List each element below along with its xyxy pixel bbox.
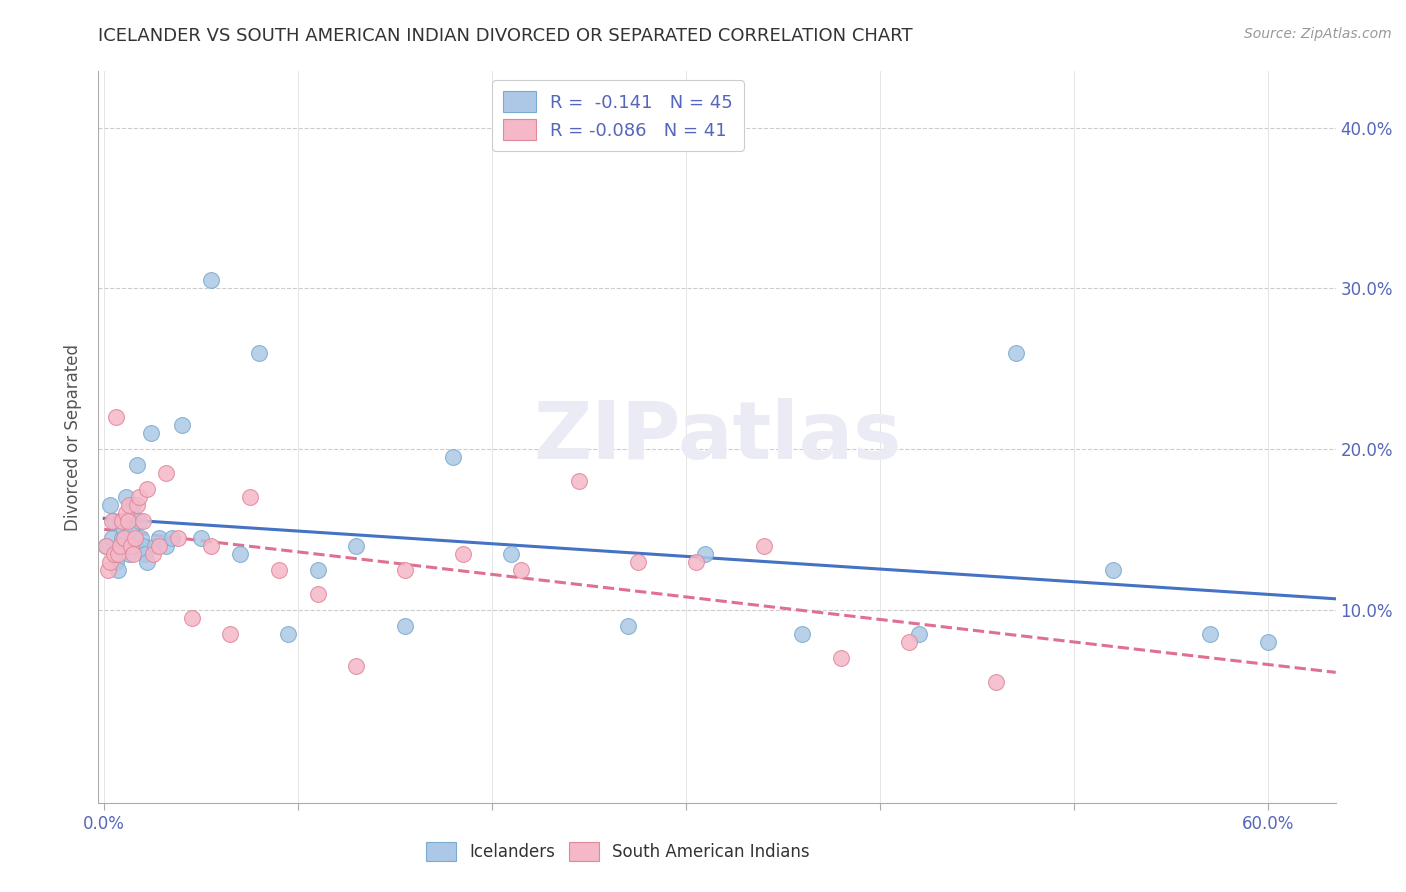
Point — [98, 555, 121, 569]
Point — [200, 273, 222, 287]
Point — [104, 409, 127, 424]
Point — [118, 547, 141, 561]
Point — [830, 651, 852, 665]
Point — [148, 531, 170, 545]
Point — [148, 539, 170, 553]
Point — [441, 450, 464, 465]
Point — [986, 675, 1008, 690]
Point — [792, 627, 814, 641]
Point — [451, 547, 474, 561]
Point — [112, 531, 135, 545]
Point — [112, 523, 135, 537]
Point — [98, 499, 121, 513]
Point — [277, 627, 299, 641]
Point — [135, 483, 157, 497]
Point — [142, 547, 165, 561]
Point — [1257, 635, 1279, 649]
Point — [155, 539, 177, 553]
Point — [117, 515, 139, 529]
Point — [170, 417, 193, 432]
Point — [219, 627, 242, 641]
Point — [129, 531, 152, 545]
Point — [180, 611, 202, 625]
Point — [104, 555, 127, 569]
Text: ICELANDER VS SOUTH AMERICAN INDIAN DIVORCED OR SEPARATED CORRELATION CHART: ICELANDER VS SOUTH AMERICAN INDIAN DIVOR… — [98, 27, 912, 45]
Point — [134, 547, 156, 561]
Point — [135, 555, 157, 569]
Point — [617, 619, 640, 633]
Point — [103, 547, 125, 561]
Point — [501, 547, 523, 561]
Point — [344, 659, 367, 673]
Point — [1101, 563, 1123, 577]
Point — [114, 491, 136, 505]
Point — [898, 635, 921, 649]
Point — [111, 515, 134, 529]
Point — [128, 515, 150, 529]
Point — [307, 563, 329, 577]
Point — [267, 563, 290, 577]
Point — [568, 475, 591, 489]
Point — [124, 539, 146, 553]
Point — [626, 555, 648, 569]
Point — [127, 458, 149, 473]
Point — [132, 515, 155, 529]
Point — [160, 531, 183, 545]
Point — [132, 539, 155, 553]
Point — [229, 547, 252, 561]
Point — [247, 345, 270, 359]
Point — [510, 563, 533, 577]
Point — [107, 563, 129, 577]
Point — [101, 531, 124, 545]
Point — [239, 491, 262, 505]
Point — [107, 547, 129, 561]
Point — [111, 531, 134, 545]
Point — [124, 531, 146, 545]
Text: ZIPatlas: ZIPatlas — [533, 398, 901, 476]
Point — [117, 539, 139, 553]
Point — [96, 539, 118, 553]
Point — [752, 539, 775, 553]
Point — [122, 499, 145, 513]
Point — [118, 499, 141, 513]
Point — [139, 425, 162, 440]
Point — [103, 515, 125, 529]
Point — [394, 619, 416, 633]
Text: Source: ZipAtlas.com: Source: ZipAtlas.com — [1244, 27, 1392, 41]
Point — [114, 507, 136, 521]
Point — [344, 539, 367, 553]
Point — [167, 531, 190, 545]
Point — [685, 555, 707, 569]
Point — [907, 627, 929, 641]
Point — [128, 491, 150, 505]
Point — [122, 547, 145, 561]
Point — [307, 587, 329, 601]
Y-axis label: Divorced or Separated: Divorced or Separated — [65, 343, 83, 531]
Legend: Icelanders, South American Indians: Icelanders, South American Indians — [419, 835, 817, 868]
Point — [155, 467, 177, 481]
Point — [695, 547, 717, 561]
Point — [394, 563, 416, 577]
Point — [200, 539, 222, 553]
Point — [120, 539, 142, 553]
Point — [1198, 627, 1220, 641]
Point — [143, 539, 166, 553]
Point — [101, 515, 124, 529]
Point — [108, 515, 131, 529]
Point — [127, 499, 149, 513]
Point — [190, 531, 212, 545]
Point — [120, 523, 142, 537]
Point — [1004, 345, 1026, 359]
Point — [96, 539, 118, 553]
Point — [108, 539, 131, 553]
Point — [97, 563, 120, 577]
